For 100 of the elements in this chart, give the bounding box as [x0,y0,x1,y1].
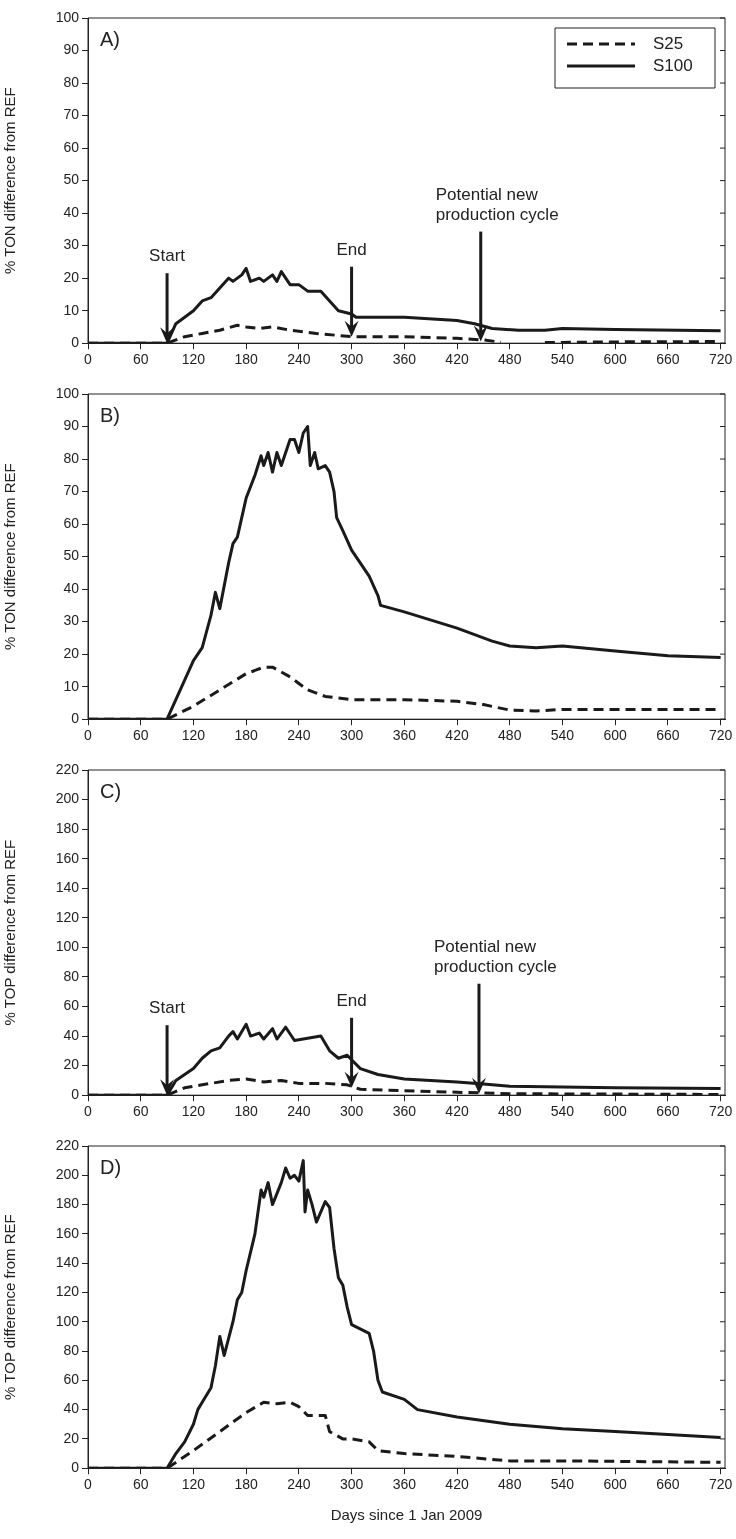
x-tick-label: 0 [84,1103,93,1120]
x-tick-label: 0 [84,727,93,744]
y-tick-label: 10 [63,301,80,318]
y-tick-label: 120 [55,908,80,925]
y-tick-label: 200 [55,790,80,807]
y-tick-label: 50 [63,171,80,188]
y-tick-label: 100 [55,384,80,401]
y-tick-label: 40 [63,203,80,220]
x-tick-label: 120 [181,351,206,368]
y-tick-label: 0 [71,334,80,351]
y-tick-label: 60 [63,997,80,1014]
x-tick-label: 360 [392,727,417,744]
y-tick-label: 140 [55,1254,80,1271]
annotation: Start [149,998,186,1018]
annotation: End [336,239,367,259]
x-tick-label: 660 [656,1476,680,1493]
x-tick-label: 600 [603,1103,628,1120]
y-tick-label: 180 [55,1195,80,1212]
y-tick-label: 160 [55,849,80,866]
y-tick-label: 90 [63,41,80,58]
y-tick-label: 180 [55,819,80,836]
y-tick-label: 20 [63,645,80,662]
x-tick-label: 240 [287,351,311,368]
x-tick-label: 420 [445,351,469,368]
y-tick-label: 80 [63,449,80,466]
y-tick-label: 80 [63,1341,80,1358]
x-tick-label: 60 [132,351,149,368]
y-tick-label: 20 [63,269,80,286]
x-tick-label: 540 [550,1476,575,1493]
x-tick-label: 360 [392,1103,417,1120]
y-tick-label: 100 [55,1312,80,1329]
y-axis-title: % TON difference from REF [1,87,19,274]
y-tick-label: 0 [71,1459,80,1476]
y-tick-label: 140 [55,879,80,896]
x-tick-label: 720 [708,1103,733,1120]
x-tick-label: 180 [234,1476,259,1493]
y-tick-label: 120 [55,1283,80,1300]
x-tick-label: 600 [603,727,628,744]
y-tick-label: 220 [55,760,80,777]
y-tick-label: 30 [63,612,80,629]
y-tick-label: 80 [63,73,80,90]
y-tick-label: 100 [55,938,80,955]
y-tick-label: 70 [63,106,80,123]
x-axis-title: Days since 1 Jan 2009 [330,1506,483,1524]
x-tick-label: 540 [550,727,575,744]
y-tick-label: 200 [55,1166,80,1183]
x-tick-label: 600 [603,351,628,368]
y-axis-title: % TOP difference from REF [1,839,19,1026]
x-tick-label: 300 [339,727,364,744]
x-tick-label: 540 [550,351,575,368]
y-axis-title: % TOP difference from REF [1,1214,19,1400]
x-tick-label: 60 [132,727,149,744]
text: A) [100,27,120,50]
y-tick-label: 40 [63,579,80,596]
annotation: Potential new production cycle [433,936,557,976]
y-tick-label: 40 [63,1400,80,1417]
x-tick-label: 660 [656,351,680,368]
x-tick-label: 720 [708,351,733,368]
x-tick-label: 720 [708,1476,733,1493]
x-tick-label: 660 [656,1103,680,1120]
y-tick-label: 0 [71,710,80,727]
annotation: Potential new production cycle [435,184,559,224]
x-tick-label: 240 [287,1476,311,1493]
y-tick-label: 20 [63,1056,80,1073]
x-tick-label: 420 [445,1476,469,1493]
x-tick-label: 120 [181,1476,206,1493]
annotation: End [336,991,367,1010]
y-tick-label: 10 [63,677,80,694]
x-tick-label: 420 [445,727,469,744]
x-tick-label: 120 [181,727,206,744]
x-tick-label: 660 [656,727,680,744]
y-tick-label: 40 [63,1026,80,1043]
x-tick-label: 180 [234,351,259,368]
x-tick-label: 60 [132,1476,149,1493]
x-tick-label: 540 [550,1103,575,1120]
y-tick-label: 160 [55,1224,80,1241]
x-tick-label: 120 [181,1103,206,1120]
x-tick-label: 180 [234,727,259,744]
text: D) [100,1155,122,1178]
x-tick-label: 420 [445,1103,469,1120]
x-tick-label: 300 [339,1476,364,1493]
x-tick-label: 720 [708,727,733,744]
x-tick-label: 240 [287,727,311,744]
y-tick-label: 70 [63,482,80,499]
x-tick-label: 600 [603,1476,628,1493]
y-tick-label: 220 [55,1136,80,1153]
x-tick-label: 360 [392,1476,417,1493]
x-tick-label: 0 [84,1476,93,1493]
legend-label: S100 [653,55,693,75]
legend-label: S25 [653,33,684,53]
x-tick-label: 180 [234,1103,259,1120]
y-tick-label: 80 [63,967,80,984]
x-tick-label: 480 [498,1103,522,1120]
y-tick-label: 90 [63,417,80,434]
text: B) [100,403,120,426]
y-tick-label: 60 [63,138,80,155]
y-tick-label: 100 [55,8,80,25]
x-tick-label: 480 [498,351,522,368]
annotation: Start [149,246,186,266]
y-tick-label: 60 [63,1371,80,1388]
